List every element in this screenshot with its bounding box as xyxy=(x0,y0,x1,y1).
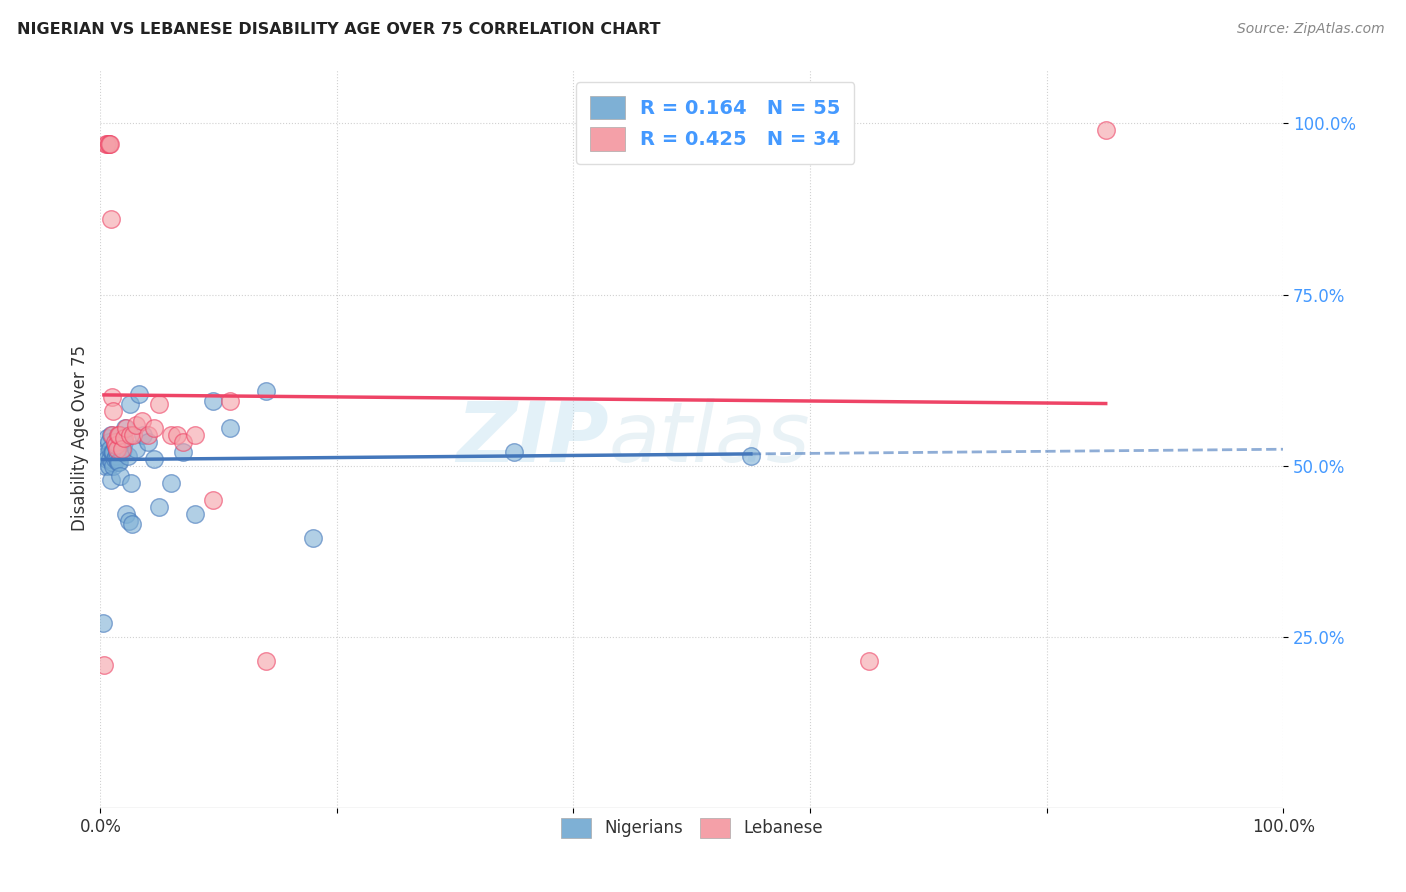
Point xyxy=(131,414,153,428)
Point xyxy=(110,428,132,442)
Point xyxy=(98,452,121,467)
Point xyxy=(172,434,194,449)
Point xyxy=(111,442,134,456)
Point xyxy=(115,507,138,521)
Point xyxy=(201,393,224,408)
Point xyxy=(96,432,118,446)
Point xyxy=(118,514,141,528)
Point xyxy=(101,428,124,442)
Point xyxy=(96,136,118,151)
Point xyxy=(100,428,122,442)
Point xyxy=(148,397,170,411)
Point xyxy=(503,445,526,459)
Point xyxy=(125,442,148,456)
Point xyxy=(97,434,120,449)
Point xyxy=(107,432,129,446)
Point xyxy=(96,136,118,151)
Point xyxy=(1094,123,1116,137)
Point xyxy=(136,428,159,442)
Point xyxy=(104,449,127,463)
Point xyxy=(118,397,141,411)
Point xyxy=(93,657,115,672)
Point xyxy=(858,654,880,668)
Point xyxy=(122,428,145,442)
Point xyxy=(108,428,131,442)
Point xyxy=(105,445,128,459)
Point xyxy=(96,445,118,459)
Point xyxy=(110,469,132,483)
Point xyxy=(107,428,129,442)
Point xyxy=(219,393,242,408)
Point xyxy=(104,438,127,452)
Point xyxy=(148,500,170,514)
Point xyxy=(166,428,188,442)
Point xyxy=(98,442,121,456)
Point xyxy=(142,421,165,435)
Point xyxy=(107,455,129,469)
Point xyxy=(100,212,122,227)
Point xyxy=(108,455,131,469)
Point xyxy=(254,654,277,668)
Point xyxy=(117,449,139,463)
Text: ZIP: ZIP xyxy=(457,398,609,479)
Point xyxy=(103,458,125,473)
Point xyxy=(254,384,277,398)
Point xyxy=(120,475,142,490)
Point xyxy=(121,517,143,532)
Point xyxy=(172,445,194,459)
Point xyxy=(112,432,135,446)
Point xyxy=(740,449,762,463)
Point xyxy=(94,458,117,473)
Point xyxy=(103,434,125,449)
Y-axis label: Disability Age Over 75: Disability Age Over 75 xyxy=(72,345,89,532)
Point xyxy=(132,428,155,442)
Point xyxy=(101,390,124,404)
Point xyxy=(219,421,242,435)
Point xyxy=(125,417,148,432)
Point xyxy=(112,434,135,449)
Point xyxy=(103,452,125,467)
Point xyxy=(103,404,125,418)
Point xyxy=(136,434,159,449)
Point xyxy=(302,531,325,545)
Text: NIGERIAN VS LEBANESE DISABILITY AGE OVER 75 CORRELATION CHART: NIGERIAN VS LEBANESE DISABILITY AGE OVER… xyxy=(17,22,661,37)
Point xyxy=(105,452,128,467)
Point xyxy=(115,421,138,435)
Legend: Nigerians, Lebanese: Nigerians, Lebanese xyxy=(554,811,830,845)
Point xyxy=(201,493,224,508)
Point xyxy=(184,507,207,521)
Point xyxy=(104,434,127,449)
Point xyxy=(142,452,165,467)
Point xyxy=(91,616,114,631)
Point xyxy=(100,473,122,487)
Point xyxy=(111,432,134,446)
Point xyxy=(97,458,120,473)
Point xyxy=(96,452,118,467)
Point xyxy=(97,136,120,151)
Point xyxy=(103,445,125,459)
Point xyxy=(118,428,141,442)
Point xyxy=(160,428,183,442)
Point xyxy=(114,421,136,435)
Point xyxy=(97,136,120,151)
Point xyxy=(184,428,207,442)
Point xyxy=(108,438,131,452)
Point xyxy=(111,445,134,459)
Point xyxy=(98,136,121,151)
Point xyxy=(128,387,150,401)
Point xyxy=(101,445,124,459)
Point xyxy=(101,455,124,469)
Text: atlas: atlas xyxy=(609,398,811,479)
Text: Source: ZipAtlas.com: Source: ZipAtlas.com xyxy=(1237,22,1385,37)
Point xyxy=(103,445,125,459)
Point xyxy=(111,442,134,456)
Point xyxy=(105,442,128,456)
Point xyxy=(103,438,125,452)
Point xyxy=(160,475,183,490)
Point xyxy=(94,449,117,463)
